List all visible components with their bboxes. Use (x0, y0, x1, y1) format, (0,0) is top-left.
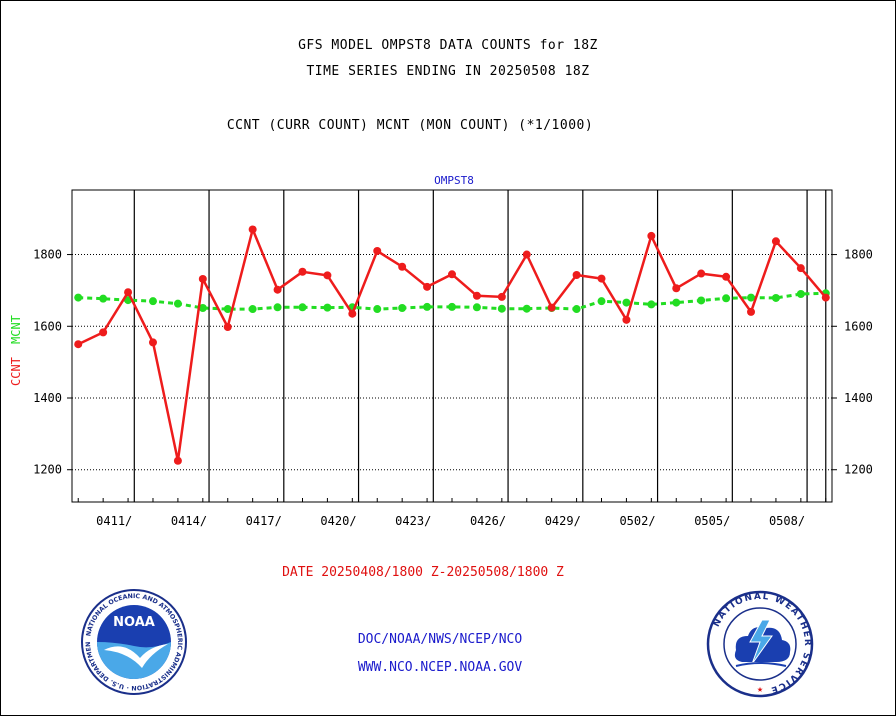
data-point-mcnt (298, 303, 307, 312)
data-point-ccnt (348, 309, 357, 318)
chart-title-line1: GFS MODEL OMPST8 DATA COUNTS for 18Z (298, 38, 598, 53)
data-point-mcnt (572, 305, 581, 314)
x-tick-label: 0502/ (619, 514, 655, 528)
data-point-mcnt (522, 304, 531, 313)
series-group (74, 225, 830, 465)
y-tick-label-right: 1400 (844, 391, 873, 405)
noaa-logo-text: NOAA (113, 615, 155, 630)
data-point-ccnt (647, 231, 656, 240)
data-point-mcnt (796, 290, 805, 298)
data-point-ccnt (796, 264, 805, 273)
plot-inner-title: OMPST8 (434, 174, 474, 187)
data-point-mcnt (148, 297, 157, 306)
data-point-mcnt (99, 294, 108, 303)
x-tick-label: 0508/ (769, 514, 805, 528)
noaa-logo: NOAA NATIONAL OCEANIC AND ATMOSPHERIC AD… (80, 588, 187, 695)
data-point-ccnt (622, 315, 631, 324)
data-point-ccnt (497, 292, 506, 301)
x-tick-label: 0505/ (694, 514, 730, 528)
x-tick-label: 0429/ (545, 514, 581, 528)
data-point-mcnt (497, 304, 506, 313)
data-point-ccnt (572, 270, 581, 279)
y-tick-label-right: 1600 (844, 319, 873, 333)
data-point-ccnt (273, 285, 282, 294)
plot-area (71, 189, 833, 503)
credit-url: WWW.NCO.NCEP.NOAA.GOV (357, 660, 523, 675)
x-tick-label: 0420/ (320, 514, 356, 528)
data-point-ccnt (223, 322, 232, 331)
chart-subtitle: CCNT (CURR COUNT) MCNT (MON COUNT) (*1/1… (226, 118, 594, 133)
data-point-mcnt (273, 303, 282, 312)
data-point-mcnt (398, 303, 407, 312)
data-point-ccnt (148, 338, 157, 347)
data-point-mcnt (198, 303, 207, 312)
data-point-ccnt (597, 274, 606, 283)
data-point-mcnt (771, 293, 780, 302)
y-tick-label-right: 1200 (844, 463, 873, 477)
data-point-ccnt (248, 225, 257, 234)
y-axis-label-mcnt: MCNT (9, 315, 23, 344)
data-point-ccnt (771, 237, 780, 246)
data-point-mcnt (597, 297, 606, 306)
date-range-label: DATE 20250408/1800 Z-20250508/1800 Z (282, 565, 564, 580)
nws-logo: ★ NATIONAL WEATHER SERVICE (706, 590, 814, 698)
y-tick-label-left: 1400 (33, 391, 62, 405)
data-point-ccnt (298, 267, 307, 276)
data-point-mcnt (323, 303, 332, 312)
data-point-mcnt (747, 293, 756, 302)
y-tick-label-left: 1600 (33, 319, 62, 333)
chart-title-line2: TIME SERIES ENDING IN 20250508 18Z (306, 64, 590, 79)
data-point-mcnt (722, 294, 731, 303)
x-tick-label: 0417/ (246, 514, 282, 528)
data-point-mcnt (223, 305, 232, 314)
data-point-ccnt (672, 284, 681, 293)
data-point-ccnt (173, 456, 182, 465)
data-point-ccnt (398, 262, 407, 271)
data-point-mcnt (472, 303, 481, 312)
y-tick-label-left: 1200 (33, 463, 62, 477)
data-point-ccnt (124, 288, 133, 297)
x-tick-label: 0426/ (470, 514, 506, 528)
data-point-mcnt (423, 302, 432, 311)
data-point-ccnt (472, 291, 481, 300)
data-point-ccnt (522, 250, 531, 259)
data-point-ccnt (323, 271, 332, 280)
data-point-ccnt (821, 293, 830, 302)
y-tick-label-right: 1800 (844, 248, 873, 262)
y-axis-label-ccnt: CCNT (9, 357, 23, 386)
y-tick-label-left: 1800 (33, 248, 62, 262)
data-point-ccnt (373, 246, 382, 255)
data-point-ccnt (747, 307, 756, 316)
data-point-ccnt (99, 328, 108, 337)
data-point-mcnt (373, 305, 382, 314)
data-point-ccnt (74, 340, 83, 349)
data-point-ccnt (722, 272, 731, 281)
data-point-mcnt (74, 293, 83, 302)
data-point-mcnt (697, 296, 706, 305)
svg-text:★: ★ (757, 684, 763, 695)
data-point-mcnt (448, 302, 456, 311)
data-point-mcnt (173, 299, 182, 308)
data-point-ccnt (697, 269, 706, 278)
data-point-ccnt (423, 282, 432, 291)
x-tick-label: 0423/ (395, 514, 431, 528)
x-tick-label: 0411/ (96, 514, 132, 528)
data-point-ccnt (448, 270, 456, 279)
data-point-mcnt (622, 298, 631, 307)
x-tick-label: 0414/ (171, 514, 207, 528)
data-point-mcnt (647, 300, 656, 309)
data-point-ccnt (198, 274, 207, 283)
data-point-ccnt (547, 303, 556, 312)
credit-org: DOC/NOAA/NWS/NCEP/NCO (357, 632, 523, 647)
data-point-mcnt (248, 305, 257, 314)
data-point-mcnt (672, 298, 681, 307)
